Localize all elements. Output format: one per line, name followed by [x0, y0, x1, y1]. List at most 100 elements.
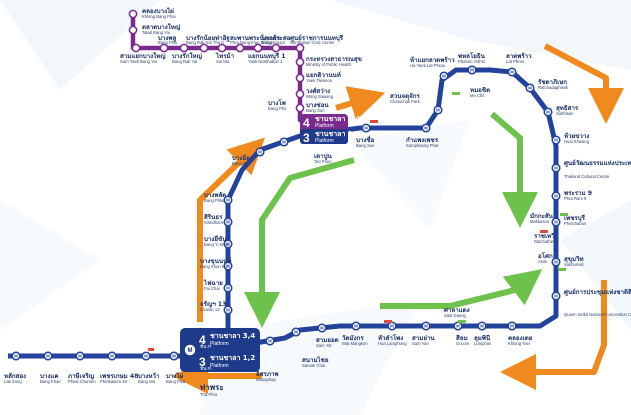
station-tao-poon[interactable]: เตาปูน Tao Poon — [314, 152, 333, 164]
svg-text:Asok: Asok — [538, 259, 548, 264]
station-khlong-toei[interactable]: คลองเตย Khlong Toei — [507, 321, 533, 346]
station-sirindhorn[interactable]: สิรินธร Sirindhorn — [204, 213, 233, 227]
station-chatuchak-park[interactable]: สวนจตุจักร Chatuchak Park — [390, 92, 443, 115]
station-si-lom[interactable]: สีลม Si Lom ศาลาแดง Sala Daeng — [444, 307, 470, 346]
svg-text:M: M — [268, 339, 272, 344]
station-phra-ram-9[interactable]: พระราม 9 Phra Ram 9 — [551, 190, 592, 201]
station-bang-krasor[interactable]: บางกระสอ Bang Krasor — [262, 35, 291, 53]
tha-phra-platform-top-en: Platform — [210, 341, 229, 347]
tha-phra-platform-bottom-en: Platform — [210, 363, 229, 369]
station-phetchaburi[interactable]: เพชรบุรี Phetchaburi มักกะสัน Makkasan ร… — [530, 212, 586, 244]
station-huai-khwang[interactable]: ห้วยขวาง Huai Khwang — [551, 132, 590, 145]
station-fai-chai[interactable]: ไฟฉาย Fai Chai — [203, 279, 233, 293]
station-bang-yi-khan[interactable]: บางยี่ขัน Bang Yi Khan — [204, 234, 233, 249]
station-bang-phlu[interactable]: บางพลู Bang Phlu — [158, 35, 178, 53]
svg-text:บางซื่อ: บางซื่อ — [356, 135, 375, 144]
station-ha-yaek-lat-phrao[interactable]: ห้าแยกลาดพร้าว Ha Yaek Lat Phrao — [410, 56, 455, 81]
svg-text:Chatuchak Park: Chatuchak Park — [390, 99, 421, 104]
station-lak-song[interactable]: หลักสอง Lak Song — [4, 351, 26, 384]
svg-text:Ministry of Public Health: Ministry of Public Health — [306, 62, 352, 67]
station-sam-yaek-bang-yai[interactable]: สามแยกบางใหญ่ Sam Yaek Bang Yai — [120, 43, 166, 64]
interchange-markers — [148, 92, 568, 351]
svg-text:M: M — [354, 324, 358, 329]
station-sukhumvit[interactable]: สุขุมวิท Sukhumvit อโศก Asok — [538, 252, 584, 267]
svg-text:ศูนย์ราชการนนทบุรี: ศูนย์ราชการนนทบุรี — [290, 34, 344, 43]
svg-text:Hua Lamphong: Hua Lamphong — [378, 341, 407, 346]
station-sai-ma[interactable]: ไทรม้า Sai Ma — [215, 43, 235, 64]
svg-text:Talad Bang Yai: Talad Bang Yai — [142, 30, 170, 35]
station-bang-rak-noi-tha-it[interactable]: บางรักน้อยท่าอิฐ Bang Rak Noi Tha It — [186, 34, 230, 53]
svg-text:Sam Yaek Bang Yai: Sam Yaek Bang Yai — [120, 59, 157, 64]
station-sutthisan[interactable]: สุทธิสาร Sutthisan — [543, 104, 579, 117]
station-wong-sawang[interactable]: วงศ์สว่าง Wong Sawang — [295, 87, 334, 99]
station-nonthaburi-civic-center[interactable]: ศูนย์ราชการนนทบุรี Nonthaburi Civic Cent… — [290, 34, 344, 53]
station-talad-bang-yai[interactable]: ตลาดบางใหญ่ Talad Bang Yai — [128, 23, 181, 35]
station-khlong-bang-phai[interactable]: คลองบางไผ่ Khlong Bang Phai — [128, 7, 176, 19]
station-lumphini[interactable]: ลุมพินี Lumphini — [474, 321, 491, 346]
station-bang-phai[interactable]: บางไผ่ Bang Phai — [166, 351, 185, 384]
svg-text:อิสรภาพ: อิสรภาพ — [256, 370, 279, 378]
svg-text:บางขุนนนท์: บางขุนนนท์ — [200, 257, 231, 265]
svg-text:M: M — [456, 324, 460, 329]
svg-text:M: M — [424, 324, 428, 329]
svg-text:บางแค: บางแค — [40, 373, 59, 380]
station-bang-o[interactable]: บางอ้อ Bang O — [232, 147, 265, 166]
station-bang-son[interactable]: บางซ่อน Bang Son — [295, 102, 329, 113]
station-charan-13[interactable]: จรัญฯ 13 Charan 13 — [200, 300, 233, 315]
svg-text:Si Lom: Si Lom — [456, 341, 470, 346]
svg-text:บางไผ่: บางไผ่ — [166, 372, 184, 380]
svg-text:Ratchathewi: Ratchathewi — [534, 239, 557, 244]
station-sanam-chai[interactable]: สนามไชย Sanam Chai — [291, 327, 329, 368]
station-wat-mangkon[interactable]: วัดมังกร Wat Mangkon — [342, 321, 368, 346]
svg-text:บางยี่ขัน: บางยี่ขัน — [204, 234, 227, 243]
tao-poon-platform-top-th: ชานชาลา 3,4 — [315, 115, 360, 123]
svg-text:อโศก: อโศก — [538, 252, 553, 260]
purple-stations: คลองบางไผ่ Khlong Bang Phai ตลาดบางใหญ่ … — [120, 7, 362, 113]
svg-text:M: M — [442, 74, 446, 79]
station-bang-sue[interactable]: บางซื่อ Bang Sue — [356, 123, 375, 148]
svg-text:Sai Ma: Sai Ma — [216, 59, 230, 64]
svg-text:Bang Krasor: Bang Krasor — [262, 40, 286, 45]
svg-text:วัดมังกร: วัดมังกร — [342, 334, 364, 342]
svg-text:ราชเทวี: ราชเทวี — [534, 232, 555, 240]
station-bang-khun-non[interactable]: บางขุนนนท์ Bang Khun Non — [200, 257, 233, 271]
station-itsaraphap[interactable]: อิสรภาพ Itsaraphap — [256, 336, 279, 382]
station-bang-pho[interactable]: บางโพ Bang Pho — [268, 99, 289, 147]
station-thailand-cultural-centre[interactable]: ศูนย์วัฒนธรรมแห่งประเทศไทย Thailand Cult… — [551, 159, 631, 179]
station-mo-chit[interactable]: หมอชิต Mo Chit — [470, 86, 490, 98]
station-kamphaeng-phet[interactable]: กำแพงเพชร Kamphaeng Phet — [406, 123, 439, 148]
station-tha-phra[interactable]: ท่าพระ Tha Phra — [200, 383, 224, 397]
svg-text:M: M — [554, 194, 558, 199]
orange-arrow-left-up — [197, 137, 265, 322]
svg-text:สะพานพระนั่งเกล้า: สะพานพระนั่งเกล้า — [230, 33, 281, 42]
svg-text:สามยอด: สามยอด — [316, 337, 339, 344]
station-phetkasem-48[interactable]: เพชรเกษม 48 Phetkasem 48 — [100, 351, 139, 384]
station-queen-sirikit-ncc[interactable]: ศูนย์การประชุมแห่งชาติสิริกิติ์ Queen Si… — [551, 287, 631, 317]
station-lat-phrao[interactable]: ลาดพร้าว Lat Phrao — [506, 52, 532, 77]
station-sam-yot[interactable]: สามยอด Sam Yot — [316, 323, 339, 348]
station-phasi-charoen[interactable]: ภาษีเจริญ Phasi Charoen — [68, 351, 96, 384]
svg-text:M: M — [226, 242, 230, 247]
station-sam-yan[interactable]: สามย่าน Sam Yan — [412, 321, 435, 346]
station-bang-phlat[interactable]: บางพลัด Bang Phlat — [204, 191, 233, 205]
svg-text:Bang Wa: Bang Wa — [138, 379, 156, 384]
tao-poon-platform-box[interactable]: 4 ชานชาลา 3,4 Platform 3 ชานชาลา 1,2 Pla… — [300, 114, 360, 145]
tha-phra-platform-box[interactable]: M 4 ชั้น Fl ชานชาลา 3,4 Platform 3 ชั้น … — [180, 328, 260, 372]
svg-text:สามแยกบางใหญ่: สามแยกบางใหญ่ — [120, 52, 166, 60]
svg-text:ห้วยขวาง: ห้วยขวาง — [564, 132, 589, 140]
station-bang-khae[interactable]: บางแค Bang Khae — [40, 351, 61, 384]
green-direction-arrows — [244, 111, 543, 328]
station-phra-nang-klao-bridge[interactable]: สะพานพระนั่งเกล้า Phra Nang Klao Bridge — [230, 33, 281, 53]
station-ministry-of-public-health[interactable]: กระทรวงสาธารณสุข Ministry of Public Heal… — [295, 56, 362, 67]
station-bang-rak-yai[interactable]: บางรักใหญ่ Bang Rak Yai — [172, 43, 203, 64]
svg-text:ลาดพร้าว: ลาดพร้าว — [506, 52, 532, 60]
station-bang-wa[interactable]: บางหว้า Bang Wa — [138, 351, 160, 384]
station-yaek-tiwanon[interactable]: แยกติวานนท์ Yaek Tiwanon — [295, 71, 341, 83]
station-yaek-nonthaburi-1[interactable]: แยกนนทบุรี 1 Yaek Nonthaburi 1 — [248, 43, 286, 64]
svg-text:Sam Yot: Sam Yot — [316, 343, 332, 348]
station-phahon-yothin[interactable]: พหลโยธิน Phahon Yothin — [457, 52, 486, 75]
station-ratchadaphisek[interactable]: รัชดาภิเษก Ratchadaphisek — [525, 78, 569, 93]
svg-text:M: M — [226, 308, 230, 313]
svg-text:ท่าพระ: ท่าพระ — [200, 383, 224, 392]
